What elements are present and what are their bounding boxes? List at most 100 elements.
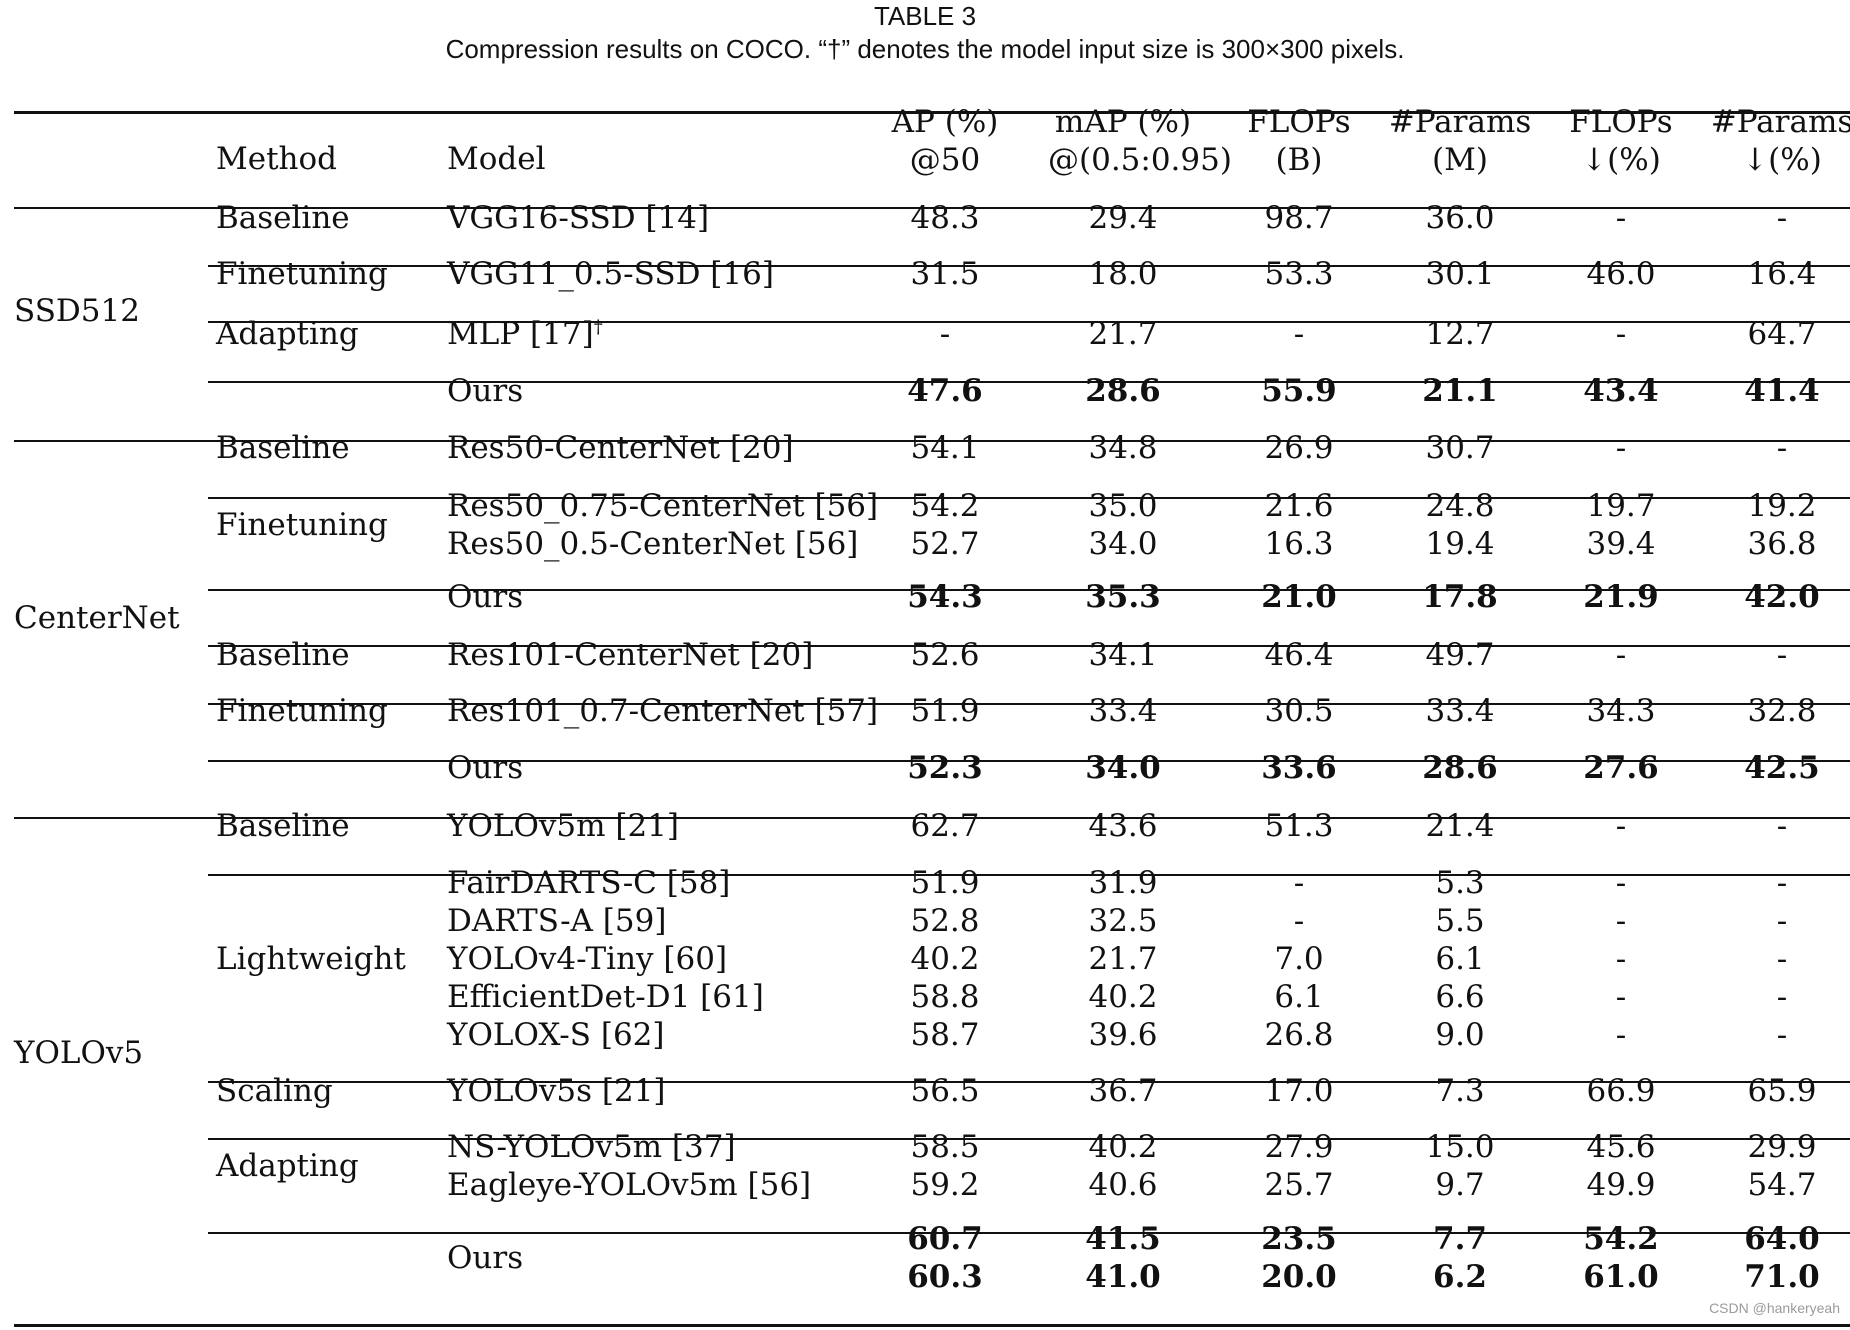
table-cell: 41.5 [1085, 1221, 1161, 1257]
table-cell: - [1776, 430, 1788, 466]
table-cell: 47.6 [907, 373, 983, 409]
table-caption: Compression results on COCO. “†” denotes… [445, 34, 1405, 64]
table-cell: - [1615, 865, 1627, 901]
table-cell: 6.6 [1435, 979, 1485, 1015]
method-label: Finetuning [216, 507, 388, 543]
table-cell: 21.9 [1583, 579, 1659, 615]
table-cell: 52.8 [910, 903, 980, 939]
row-separator [208, 381, 1850, 383]
model-name: Res50-CenterNet [20] [447, 430, 794, 466]
column-header: @50 [909, 142, 981, 178]
row-separator [208, 589, 1850, 591]
table-top-rule [14, 111, 1850, 114]
method-label: Scaling [216, 1073, 333, 1109]
table-cell: 43.6 [1088, 808, 1158, 844]
table-cell: 9.0 [1435, 1017, 1485, 1053]
table-cell: 54.3 [907, 579, 983, 615]
row-separator [14, 817, 1850, 819]
table-cell: 71.0 [1744, 1259, 1820, 1295]
header-rule [14, 207, 1850, 209]
method-label: Baseline [216, 808, 350, 844]
table-cell: 21.6 [1264, 488, 1334, 524]
table-cell: 53.3 [1264, 256, 1334, 292]
table-cell: - [1293, 865, 1305, 901]
table-cell: - [1293, 316, 1305, 352]
method-label: Finetuning [216, 256, 388, 292]
table-cell: 24.8 [1425, 488, 1495, 524]
model-name: YOLOv5m [21] [447, 808, 680, 844]
method-label: Baseline [216, 430, 350, 466]
table-cell: 31.9 [1088, 865, 1158, 901]
model-name: Ours [447, 1240, 524, 1276]
method-label: Baseline [216, 200, 350, 236]
model-name: Res101_0.7-CenterNet [57] [447, 693, 879, 729]
table-cell: - [1776, 865, 1788, 901]
table-cell: 45.6 [1586, 1129, 1656, 1165]
table-cell: 55.9 [1261, 373, 1337, 409]
column-header: FLOPs [1247, 104, 1351, 140]
model-name: EfficientDet-D1 [61] [447, 979, 764, 1015]
table-cell: 33.6 [1261, 750, 1337, 786]
model-name: YOLOv4-Tiny [60] [447, 941, 728, 977]
table-bottom-rule [14, 1324, 1850, 1327]
row-separator [208, 760, 1850, 762]
table-cell: 6.1 [1274, 979, 1324, 1015]
table-cell: 42.5 [1744, 750, 1820, 786]
model-name: Ours [447, 750, 524, 786]
table-cell: - [1615, 808, 1627, 844]
table-cell: 41.0 [1085, 1259, 1161, 1295]
table-cell: 49.7 [1425, 637, 1495, 673]
row-separator [208, 645, 1850, 647]
table-cell: 26.9 [1264, 430, 1334, 466]
table-cell: 39.6 [1088, 1017, 1158, 1053]
column-header: Method [216, 141, 338, 177]
table-cell: 33.4 [1088, 693, 1158, 729]
row-separator [208, 1232, 1850, 1234]
table-cell: 23.5 [1261, 1221, 1337, 1257]
table-cell: 31.5 [910, 256, 980, 292]
table-cell: - [1615, 979, 1627, 1015]
model-name: YOLOv5s [21] [447, 1073, 666, 1109]
table-cell: 48.3 [910, 200, 980, 236]
table-cell: 54.2 [910, 488, 980, 524]
table-cell: 21.1 [1422, 373, 1498, 409]
table-cell: 20.0 [1261, 1259, 1337, 1295]
table-cell: 36.0 [1425, 200, 1495, 236]
table-cell: 65.9 [1747, 1073, 1817, 1109]
row-separator [208, 265, 1850, 267]
table-cell: 64.7 [1747, 316, 1817, 352]
dagger-mark: † [593, 316, 603, 338]
table-cell: 21.4 [1425, 808, 1495, 844]
table-cell: 51.3 [1264, 808, 1334, 844]
table-cell: 32.5 [1088, 903, 1158, 939]
model-name: DARTS-A [59] [447, 903, 667, 939]
row-separator [208, 703, 1850, 705]
column-header: (M) [1432, 142, 1488, 178]
table-cell: 5.3 [1435, 865, 1485, 901]
column-header: #Params [1388, 104, 1532, 140]
table-cell: 30.5 [1264, 693, 1334, 729]
table-cell: 42.0 [1744, 579, 1820, 615]
row-separator [208, 321, 1850, 323]
model-name: MLP [17]† [447, 316, 603, 352]
table-cell: 59.2 [910, 1167, 980, 1203]
table-cell: 34.8 [1088, 430, 1158, 466]
table-cell: - [1776, 941, 1788, 977]
table-cell: 52.7 [910, 526, 980, 562]
column-header: AP (%) [891, 104, 999, 140]
row-separator [14, 440, 1850, 442]
table-cell: 52.3 [907, 750, 983, 786]
table-cell: 49.9 [1586, 1167, 1656, 1203]
method-label: Finetuning [216, 693, 388, 729]
table-cell: 58.7 [910, 1017, 980, 1053]
table-label: TABLE 3 [873, 1, 977, 31]
table-cell: - [1615, 430, 1627, 466]
table-cell: 18.0 [1088, 256, 1158, 292]
table-cell: 35.3 [1085, 579, 1161, 615]
table-cell: 46.0 [1586, 256, 1656, 292]
table-cell: 17.0 [1264, 1073, 1334, 1109]
table-cell: 34.0 [1085, 750, 1161, 786]
group-label: YOLOv5 [14, 1035, 144, 1071]
table-cell: 54.1 [910, 430, 980, 466]
